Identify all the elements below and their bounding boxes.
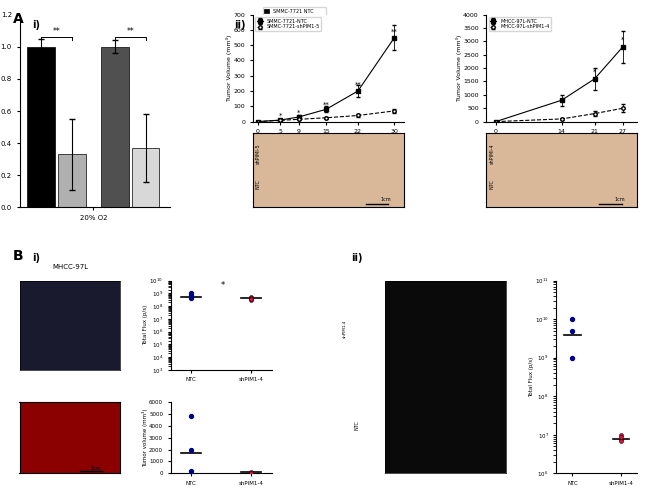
Point — [246, 293, 257, 301]
Point — [246, 295, 257, 303]
Point — [567, 354, 578, 362]
Text: A: A — [13, 12, 24, 26]
Text: i): i) — [32, 253, 40, 263]
Text: *: * — [297, 110, 300, 116]
Legend: SMMC-7721 NTC, SMMC-7721 shPIMI-5, MHCC-97L NTC, MHCC-97L shPIMI-4: SMMC-7721 NTC, SMMC-7721 shPIMI-5, MHCC-… — [263, 7, 326, 33]
Text: *: * — [221, 281, 226, 290]
Point — [186, 412, 196, 420]
Bar — [132, 148, 159, 207]
Text: B: B — [13, 249, 23, 263]
Text: NTC: NTC — [355, 420, 359, 430]
Point — [567, 327, 578, 335]
X-axis label: (Day): (Day) — [553, 140, 570, 145]
Point — [616, 431, 626, 439]
Text: **: ** — [53, 27, 60, 36]
Text: **: ** — [322, 102, 330, 107]
X-axis label: (Day): (Day) — [320, 140, 337, 145]
Text: **: ** — [391, 29, 398, 35]
Point — [246, 468, 257, 476]
Text: shPIMI-4: shPIMI-4 — [489, 144, 495, 164]
Y-axis label: Total Flux (p/s): Total Flux (p/s) — [143, 305, 148, 346]
Text: NTC: NTC — [256, 179, 261, 189]
Bar — [101, 47, 129, 207]
Text: 1cm: 1cm — [614, 197, 625, 203]
Text: 1cm: 1cm — [381, 197, 391, 203]
Legend: MHCC-97L-NTC, MHCC-97L-shPIM1-4: MHCC-97L-NTC, MHCC-97L-shPIM1-4 — [489, 17, 551, 31]
Text: MHCC-97L: MHCC-97L — [52, 264, 88, 269]
Point — [186, 295, 196, 303]
Text: i): i) — [32, 20, 40, 30]
Y-axis label: Tumor volume (mm³): Tumor volume (mm³) — [142, 408, 148, 467]
Text: *: * — [621, 37, 625, 42]
Y-axis label: Tumor Volume (mm³): Tumor Volume (mm³) — [456, 35, 462, 102]
Point — [246, 469, 257, 477]
Point — [616, 435, 626, 443]
Point — [186, 289, 196, 297]
Text: *: * — [593, 68, 596, 75]
Text: 1cm: 1cm — [90, 466, 101, 471]
Text: *: * — [279, 113, 282, 119]
Text: ii): ii) — [351, 253, 363, 263]
Point — [186, 467, 196, 475]
Y-axis label: Total Flux (p/s): Total Flux (p/s) — [528, 357, 534, 397]
Point — [246, 296, 257, 304]
Point — [186, 291, 196, 299]
Text: **: ** — [354, 82, 361, 88]
Text: shPIMI-5: shPIMI-5 — [256, 144, 261, 164]
Legend: SMMC-7721-NTC, SMMC-7721-shPIM1-5: SMMC-7721-NTC, SMMC-7721-shPIM1-5 — [255, 17, 321, 31]
Point — [616, 437, 626, 445]
Text: **: ** — [126, 27, 134, 36]
Bar — [27, 47, 55, 207]
Text: ii): ii) — [234, 20, 246, 30]
Text: NTC: NTC — [489, 179, 495, 189]
Point — [186, 446, 196, 453]
Point — [246, 295, 257, 303]
Point — [567, 315, 578, 323]
Text: shPIM1-4: shPIM1-4 — [343, 320, 346, 338]
Bar — [58, 154, 86, 207]
Point — [616, 433, 626, 441]
Y-axis label: Tumor Volume (mm³): Tumor Volume (mm³) — [226, 35, 232, 102]
